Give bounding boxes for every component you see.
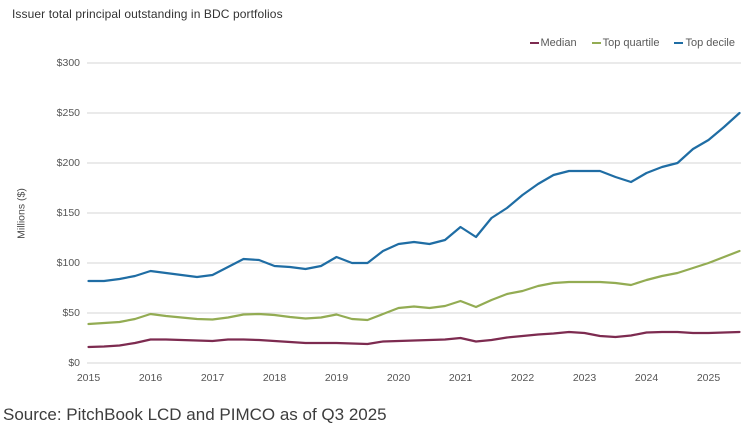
x-tick-label: 2020 [386,372,411,384]
series-line-median [87,330,741,349]
x-tick-label: 2017 [200,372,225,384]
legend-label-top-decile: Top decile [685,37,735,49]
x-tick-label: 2015 [76,372,101,384]
x-tick-label: 2018 [262,372,287,384]
series-line-top-quartile [87,249,741,326]
x-tick-label: 2023 [572,372,597,384]
legend: Median Top quartile Top decile [529,37,735,49]
x-tick-label: 2025 [696,372,721,384]
top-quartile-line-marker-icon [591,41,601,45]
y-tick-label: $150 [56,207,80,219]
x-tick-label: 2024 [634,372,659,384]
y-tick-label: $50 [62,307,80,319]
x-tick-label: 2016 [138,372,163,384]
y-tick-label: $300 [56,57,80,69]
series-line-top-decile [87,111,741,283]
source-text: Source: PitchBook LCD and PIMCO as of Q3… [3,405,387,424]
x-tick-label: 2022 [510,372,535,384]
top-decile-line-marker-icon [674,41,684,45]
legend-item-top-decile: Top decile [674,37,735,49]
chart-title: Issuer total principal outstanding in BD… [12,7,283,21]
legend-label-median: Median [540,37,577,49]
x-tick-label: 2021 [448,372,473,384]
legend-item-top-quartile: Top quartile [591,37,660,49]
y-tick-label: $0 [68,357,80,369]
y-tick-label: $200 [56,157,80,169]
median-line-marker-icon [529,41,539,45]
y-tick-label: $250 [56,107,80,119]
legend-item-median: Median [529,37,577,49]
x-tick-label: 2019 [324,372,349,384]
y-tick-label: $100 [56,257,80,269]
legend-label-top-quartile: Top quartile [602,37,660,49]
